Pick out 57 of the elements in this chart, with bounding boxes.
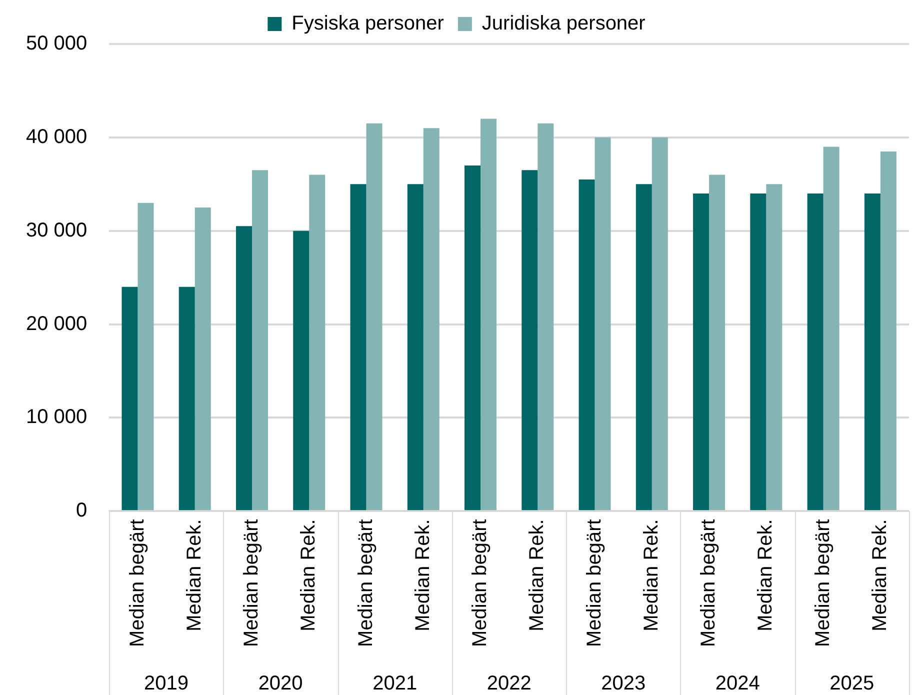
x-tick-label: Median begärt [240, 518, 263, 648]
legend-label: Juridiska personer [482, 12, 646, 35]
x-tick-label: Median begärt [583, 518, 606, 648]
bar [807, 193, 824, 510]
x-tick-label: Median Rek. [754, 519, 777, 632]
bar [880, 151, 896, 510]
x-tick-label: Median begärt [354, 518, 377, 648]
bar [823, 146, 840, 510]
y-tick-label: 0 [76, 500, 88, 522]
x-tick-label: Median begärt [469, 518, 492, 648]
bar [178, 286, 195, 510]
y-tick-label: 20 000 [26, 312, 88, 335]
bar [522, 170, 538, 510]
x-tick-label: Median Rek. [640, 519, 662, 632]
bar [138, 202, 154, 510]
bar [309, 174, 326, 510]
bar [864, 193, 880, 510]
y-tick-label: 10 000 [26, 406, 88, 428]
bar [122, 286, 138, 510]
x-tick-label: Median Rek. [183, 519, 206, 632]
bar [652, 137, 668, 510]
bar [350, 184, 366, 510]
bar [594, 137, 611, 510]
bar [194, 208, 211, 510]
text: 2022 [486, 672, 532, 695]
x-tick-label: Median Rek. [412, 519, 434, 632]
x-tick-label: Median Rek. [868, 519, 891, 632]
legend-label: Fysiska personer [292, 12, 444, 35]
bar [636, 184, 652, 510]
bar [578, 179, 595, 510]
y-tick-label: 30 000 [26, 219, 88, 242]
bar [464, 165, 481, 510]
bar [750, 193, 766, 510]
bar [693, 193, 710, 510]
x-tick-label: Median begärt [812, 518, 834, 648]
bar [407, 184, 424, 510]
x-tick-label: Median Rek. [526, 519, 548, 632]
text: 2019 [144, 672, 189, 695]
bar [480, 118, 497, 510]
text: 2023 [601, 672, 646, 695]
x-tick-label: Median Rek. [298, 519, 320, 632]
bar [538, 123, 554, 510]
bar [293, 230, 310, 510]
y-tick-label: 40 000 [26, 126, 88, 148]
bar [252, 170, 268, 510]
x-tick-label: Median begärt [126, 518, 148, 648]
y-tick-label: 50 000 [26, 32, 88, 55]
x-tick-label: Median begärt [698, 518, 720, 648]
text: 2025 [830, 672, 874, 695]
text: 2021 [372, 672, 418, 695]
bar [423, 128, 440, 510]
bar [236, 226, 252, 510]
bar [366, 123, 382, 510]
text: 2020 [258, 672, 303, 695]
text: 2024 [715, 672, 760, 695]
bar [766, 184, 782, 510]
bar [709, 174, 726, 510]
